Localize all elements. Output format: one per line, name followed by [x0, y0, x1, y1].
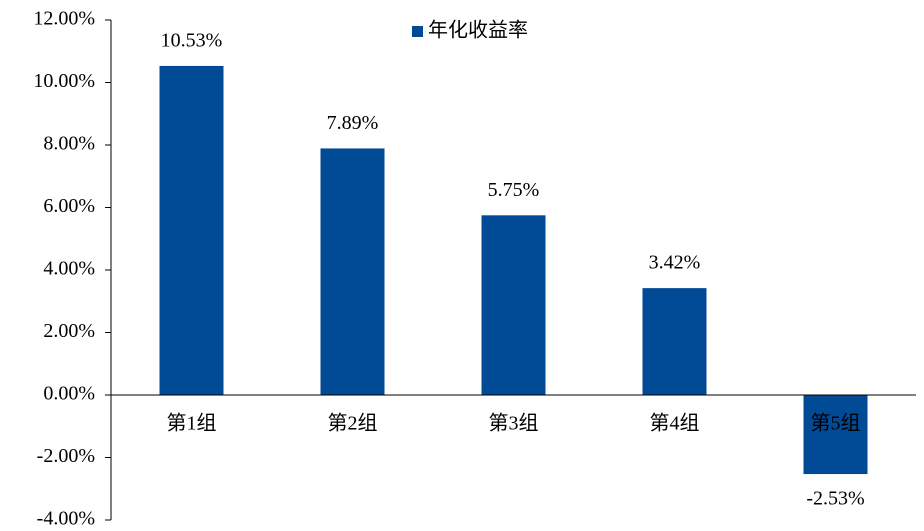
bar	[642, 288, 707, 395]
x-tick-label: 第2组	[328, 412, 378, 435]
y-tick-label: 8.00%	[43, 133, 95, 155]
bar	[803, 395, 868, 475]
x-tick-label: 第4组	[650, 412, 700, 435]
y-tick-label: 2.00%	[43, 320, 95, 342]
x-tick-label: 第3组	[489, 412, 539, 435]
bar	[159, 65, 224, 395]
y-tick-label: 0.00%	[43, 383, 95, 405]
value-label: 10.53%	[161, 30, 223, 52]
legend-label: 年化收益率	[428, 19, 528, 42]
y-tick-label: -2.00%	[37, 445, 95, 467]
y-tick-label: 6.00%	[43, 195, 95, 217]
y-tick-label: 12.00%	[33, 8, 95, 30]
value-label: 3.42%	[649, 252, 701, 274]
x-tick-label: 第1组	[167, 412, 217, 435]
value-label: 5.75%	[488, 179, 540, 201]
y-tick-label: -4.00%	[37, 508, 95, 530]
bar	[320, 148, 385, 395]
legend-swatch	[412, 26, 423, 37]
value-label: 7.89%	[327, 112, 379, 134]
bar	[481, 215, 546, 395]
y-tick-label: 10.00%	[33, 70, 95, 92]
y-tick-label: 4.00%	[43, 258, 95, 280]
value-label: -2.53%	[806, 488, 864, 510]
x-tick-label: 第5组	[811, 412, 861, 435]
